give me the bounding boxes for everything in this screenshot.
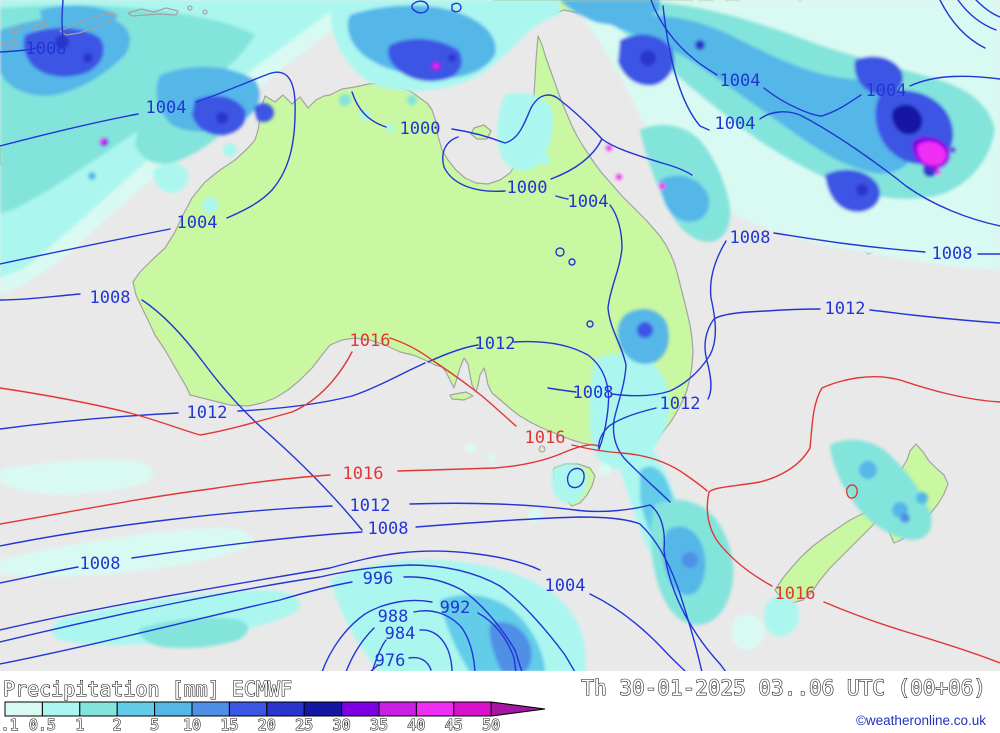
colorbar-cell: [378, 701, 417, 717]
isobar-label-1012: 1012: [660, 394, 701, 414]
precipitation-field: [0, 0, 1000, 672]
isobar-lines-blue: [0, 0, 1000, 673]
isobar-label-1004: 1004: [715, 114, 756, 134]
kangaroo-island: [449, 391, 474, 401]
colorbar-cell: [154, 701, 193, 717]
colorbar-tick-label: 1: [75, 716, 84, 733]
isobar-label-1012: 1012: [825, 299, 866, 319]
colorbar-cell: [191, 701, 230, 717]
isobar-label-1012: 1012: [187, 403, 228, 423]
king-island: [538, 445, 546, 453]
colorbar-tick-label: 30: [333, 716, 351, 733]
isobar-label-1000: 1000: [507, 178, 548, 198]
colorbar-tick-label: 35: [370, 716, 388, 733]
island-outline: [29, 21, 49, 31]
isobar-value-labels: 1008 1004 1004 1000 1000 1004 1004 1004 1004 1008…: [26, 39, 973, 671]
isobar-label-1008: 1008: [573, 383, 614, 403]
isobar-label-1008: 1008: [368, 519, 409, 539]
colorbar-tick-label: 50: [482, 716, 500, 733]
colorbar-cell: [266, 701, 305, 717]
isobar-label-1004: 1004: [720, 71, 761, 91]
isobar-label-1004: 1004: [866, 81, 907, 101]
isobar-label-1000: 1000: [400, 119, 441, 139]
colorbar-tick-label: 45: [445, 716, 463, 733]
isobar-label-1004: 1004: [545, 576, 586, 596]
colorbar-cell: [41, 701, 81, 717]
flores-chain-outline: [127, 7, 179, 17]
isobar-label-988: 988: [378, 607, 409, 627]
colorbar-cell: [228, 701, 268, 717]
colorbar-cell: [116, 701, 156, 717]
colorbar-tick-label: 10: [183, 716, 201, 733]
isobar-label-996: 996: [363, 569, 394, 589]
colorbar-overflow-arrow: [490, 701, 546, 717]
colorbar-cell: [79, 701, 118, 717]
legend-panel: Precipitation [mm] ECMWF Th 30-01-2025 0…: [0, 671, 1000, 733]
colorbar-cell: [341, 701, 380, 717]
groote-eylandt: [470, 124, 492, 140]
isobar-label-1016: 1016: [775, 584, 816, 604]
isobar-label-1016: 1016: [525, 428, 566, 448]
colorbar-tick-label: 2: [113, 716, 122, 733]
copyright-label: ©weatheronline.co.uk: [856, 713, 986, 728]
island-outline: [202, 9, 208, 15]
island-outlines: [1, 5, 208, 50]
island-outline: [9, 26, 23, 34]
isobar-label-1008: 1008: [90, 288, 131, 308]
colorbar-cell: [415, 701, 455, 717]
island-outline: [187, 5, 193, 11]
isobar-label-1008: 1008: [932, 244, 973, 264]
isobar-label-1016: 1016: [343, 464, 384, 484]
colorbar-cell: [4, 701, 43, 717]
isobar-label-1004: 1004: [177, 213, 218, 233]
colorbar-tick-label: 40: [407, 716, 425, 733]
colorbar-cell: [453, 701, 492, 717]
isobar-label-1008: 1008: [26, 39, 67, 59]
colorbar-tick-label: 15: [220, 716, 238, 733]
map-panel: 1008 1004 1004 1000 1000 1004 1004 1004 1004 1008…: [0, 0, 1000, 673]
colorbar-tick-label: 25: [295, 716, 313, 733]
colorbar-cell: [303, 701, 343, 717]
colorbar-tick-label: 0.5: [29, 716, 56, 733]
isobar-label-1008: 1008: [730, 228, 771, 248]
isobar-label-1004: 1004: [568, 192, 609, 212]
isobar-label-976: 976: [375, 651, 406, 671]
isobar-label-984: 984: [385, 624, 416, 644]
legend-title: Precipitation [mm] ECMWF: [3, 677, 292, 701]
isobar-label-1016: 1016: [350, 331, 391, 351]
valid-time-label: Th 30-01-2025 03..06 UTC (00+06): [581, 676, 986, 700]
colorbar-tick-label: 0.1: [0, 716, 19, 733]
isobar-label-992: 992: [440, 598, 471, 618]
isobar-label-1012: 1012: [350, 496, 391, 516]
isobar-lines-red: [0, 337, 1000, 664]
colorbar-tick-label: 20: [258, 716, 276, 733]
colorbar-tick-label: 5: [150, 716, 159, 733]
isobar-label-1004: 1004: [146, 98, 187, 118]
timor-outline: [59, 13, 116, 36]
isobar-label-1012: 1012: [475, 334, 516, 354]
sumba-outline: [1, 39, 19, 50]
isobar-label-1008: 1008: [80, 554, 121, 574]
